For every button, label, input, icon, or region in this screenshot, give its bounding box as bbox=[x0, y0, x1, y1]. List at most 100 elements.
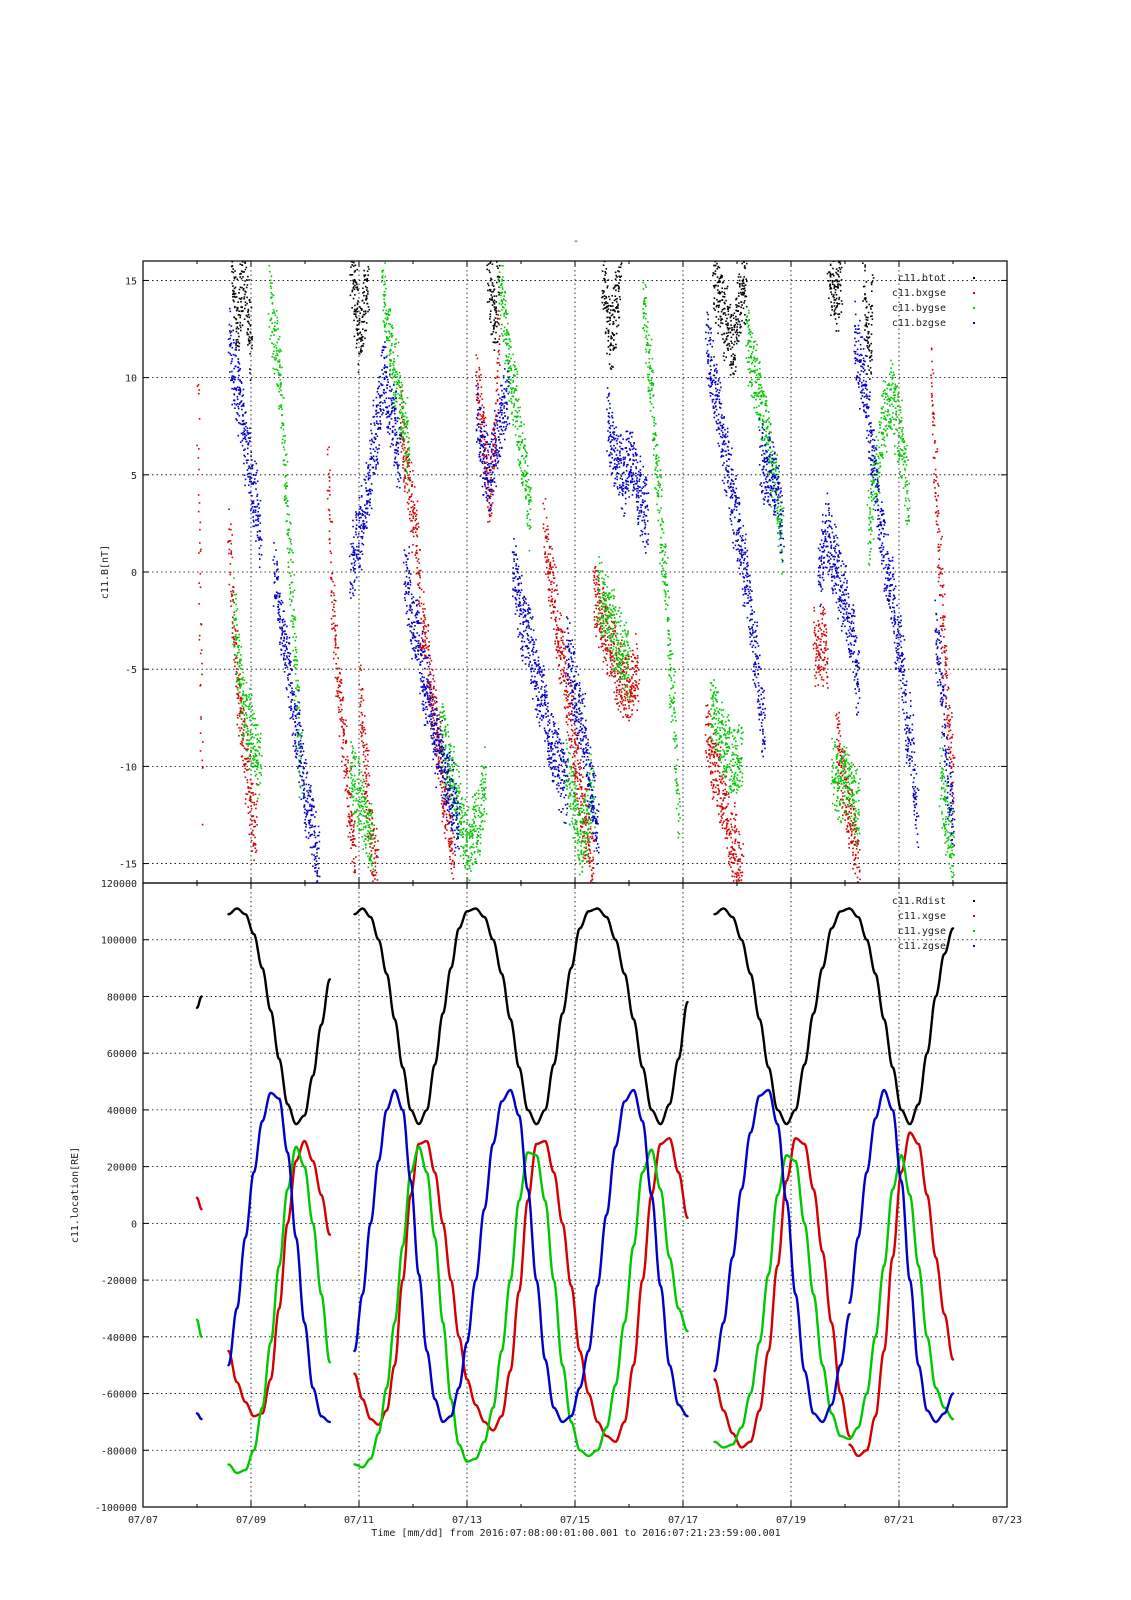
data-point bbox=[735, 315, 737, 318]
data-point bbox=[735, 298, 737, 301]
data-point bbox=[493, 434, 495, 436]
data-point bbox=[197, 494, 200, 496]
data-point bbox=[351, 794, 353, 796]
data-point bbox=[493, 326, 495, 329]
data-point bbox=[408, 465, 410, 467]
data-point bbox=[300, 737, 302, 739]
data-point bbox=[237, 341, 239, 343]
data-point bbox=[606, 316, 608, 319]
data-point bbox=[629, 696, 631, 698]
data-point bbox=[363, 810, 365, 812]
data-point bbox=[366, 747, 368, 750]
data-point bbox=[495, 301, 497, 303]
data-point bbox=[819, 673, 821, 676]
data-point bbox=[332, 615, 335, 617]
data-point bbox=[716, 755, 719, 757]
data-point bbox=[346, 825, 349, 827]
data-point bbox=[297, 701, 299, 703]
data-point bbox=[610, 644, 612, 646]
data-point bbox=[408, 498, 410, 500]
data-point bbox=[568, 693, 570, 696]
data-point bbox=[733, 373, 735, 375]
data-point bbox=[367, 256, 369, 258]
data-point bbox=[931, 368, 934, 371]
data-point bbox=[254, 765, 256, 767]
data-point bbox=[580, 774, 583, 776]
data-point bbox=[232, 586, 235, 589]
data-point bbox=[719, 325, 721, 328]
data-point bbox=[249, 795, 252, 798]
data-point bbox=[583, 820, 585, 822]
data-point bbox=[605, 647, 607, 650]
data-point bbox=[246, 748, 249, 751]
data-point bbox=[618, 296, 621, 298]
data-point bbox=[294, 655, 296, 658]
data-point bbox=[369, 856, 372, 859]
data-point bbox=[419, 642, 422, 645]
data-point bbox=[735, 304, 737, 306]
data-point bbox=[618, 689, 621, 691]
data-point bbox=[743, 276, 745, 278]
data-point bbox=[852, 822, 854, 824]
data-point bbox=[286, 460, 289, 463]
data-point bbox=[559, 677, 561, 679]
data-point bbox=[233, 611, 236, 614]
data-point bbox=[362, 761, 365, 763]
data-point bbox=[738, 844, 740, 847]
data-point bbox=[278, 373, 281, 375]
data-point bbox=[600, 637, 603, 639]
data-point bbox=[847, 817, 849, 819]
data-point bbox=[271, 282, 273, 284]
data-point bbox=[359, 312, 361, 314]
data-point bbox=[618, 691, 621, 693]
data-point bbox=[714, 264, 717, 267]
data-point bbox=[433, 680, 436, 683]
data-point bbox=[570, 724, 573, 727]
data-point bbox=[347, 815, 350, 818]
data-point bbox=[720, 310, 723, 313]
data-point bbox=[333, 610, 336, 613]
data-point bbox=[495, 311, 497, 314]
data-point bbox=[271, 293, 273, 296]
data-point bbox=[233, 593, 236, 596]
data-point bbox=[360, 351, 362, 353]
data-point bbox=[403, 460, 406, 463]
data-point bbox=[833, 301, 836, 304]
data-point bbox=[554, 619, 557, 621]
data-point bbox=[613, 672, 616, 674]
data-point bbox=[352, 799, 355, 802]
data-point bbox=[236, 630, 239, 632]
data-point bbox=[829, 245, 831, 247]
data-point bbox=[631, 695, 633, 698]
data-point bbox=[715, 256, 717, 258]
data-point bbox=[630, 668, 632, 671]
data-point bbox=[560, 630, 563, 632]
data-point bbox=[852, 851, 854, 854]
data-point bbox=[813, 629, 816, 632]
data-point bbox=[239, 729, 241, 732]
data-point bbox=[271, 302, 274, 304]
data-point bbox=[451, 872, 453, 875]
data-point bbox=[354, 869, 356, 872]
data-point bbox=[274, 358, 276, 361]
data-point bbox=[734, 857, 736, 860]
data-point bbox=[735, 319, 738, 321]
data-point bbox=[730, 836, 732, 839]
data-point bbox=[604, 644, 607, 646]
data-point bbox=[486, 498, 489, 500]
data-point bbox=[331, 521, 334, 523]
data-point bbox=[332, 622, 335, 625]
data-point bbox=[721, 287, 723, 289]
data-point bbox=[341, 755, 344, 758]
data-point bbox=[848, 792, 851, 795]
data-point bbox=[723, 359, 726, 362]
data-point bbox=[635, 684, 637, 686]
data-point bbox=[244, 252, 246, 254]
data-point bbox=[718, 290, 721, 293]
data-point bbox=[357, 328, 359, 330]
data-point bbox=[374, 869, 377, 872]
data-point bbox=[844, 819, 846, 821]
data-point bbox=[235, 597, 237, 600]
data-point bbox=[726, 830, 728, 832]
